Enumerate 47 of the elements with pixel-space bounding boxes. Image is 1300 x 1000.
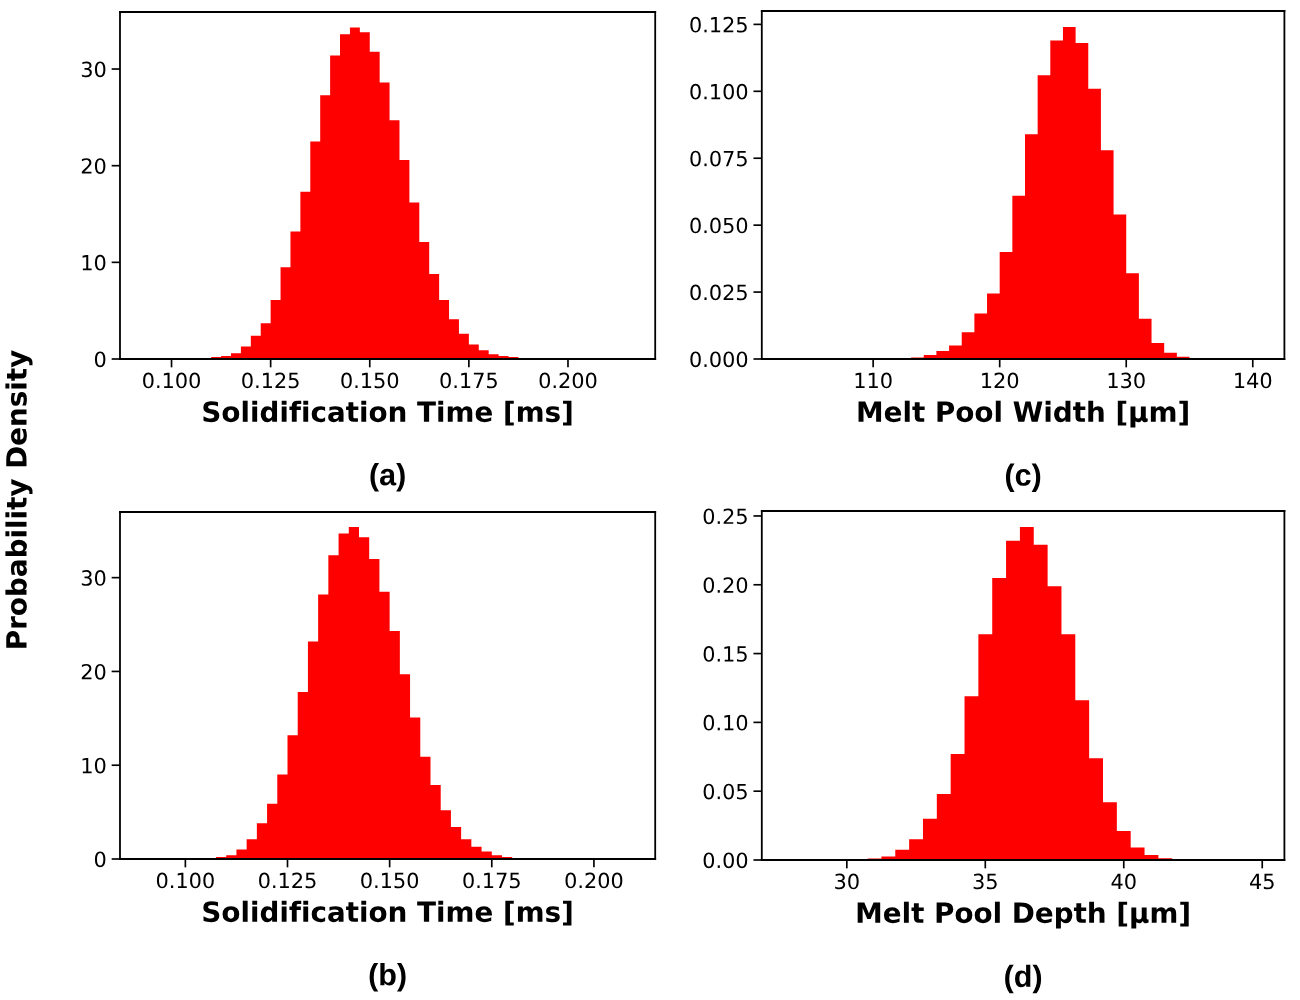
x-tick-label: 0.150 — [341, 372, 399, 389]
x-tick-label: 40 — [1111, 873, 1136, 890]
x-tick-label: 0.150 — [361, 872, 419, 889]
y-tick-label: 0.100 — [690, 83, 748, 100]
y-tick-label: 0.00 — [703, 852, 748, 869]
x-tick-label: 0.125 — [259, 872, 316, 889]
x-axis-title: Melt Pool Width [µm] — [858, 400, 1188, 428]
text: (c) — [1005, 463, 1041, 492]
y-tick-label: 0.10 — [703, 714, 748, 731]
x-tick-label: 0.175 — [463, 872, 520, 889]
x-tick-label: 0.100 — [143, 372, 200, 389]
y-tick-label: 30 — [81, 570, 106, 586]
x-tick-label: 120 — [982, 372, 1019, 389]
x-tick-label: 0.175 — [440, 372, 497, 389]
y-tick-label: 0 — [94, 351, 106, 368]
text: (b) — [369, 963, 406, 992]
y-tick-label: 0.20 — [703, 577, 748, 593]
y-tick-label: 0.05 — [703, 783, 747, 800]
y-tick-label: 0.075 — [690, 150, 747, 167]
y-tick-label: 0.15 — [703, 646, 747, 662]
text: (a) — [370, 463, 405, 492]
y-axis-title: Probability Density — [5, 350, 33, 648]
x-tick-label: 140 — [1235, 372, 1272, 389]
x-axis-title: Solidification Time [ms] — [203, 400, 572, 426]
y-tick-label: 20 — [81, 663, 106, 680]
y-tick-label: 0.000 — [690, 351, 748, 368]
y-tick-label: 0.125 — [690, 16, 747, 33]
x-tick-label: 30 — [835, 873, 859, 890]
text: (d) — [1005, 964, 1042, 994]
x-tick-label: 0.125 — [242, 372, 299, 389]
x-tick-label: 0.200 — [539, 372, 597, 389]
x-tick-label: 45 — [1250, 873, 1274, 890]
x-axis-title: Solidification Time [ms] — [203, 900, 572, 926]
x-axis-title: Melt Pool Depth [µm] — [857, 901, 1189, 929]
y-tick-label: 0.050 — [690, 217, 748, 234]
y-tick-label: 0.25 — [703, 508, 747, 525]
y-tick-label: 10 — [82, 254, 106, 271]
y-tick-label: 30 — [81, 61, 106, 78]
x-tick-label: 0.100 — [156, 872, 214, 889]
x-tick-label: 110 — [855, 372, 892, 389]
y-tick-label: 0 — [94, 851, 106, 868]
y-tick-label: 0.025 — [690, 284, 747, 301]
y-tick-label: 20 — [81, 158, 106, 174]
x-tick-label: 130 — [1108, 372, 1145, 389]
x-tick-label: 35 — [973, 873, 997, 890]
y-tick-label: 10 — [82, 757, 106, 774]
x-tick-label: 0.200 — [565, 872, 623, 889]
